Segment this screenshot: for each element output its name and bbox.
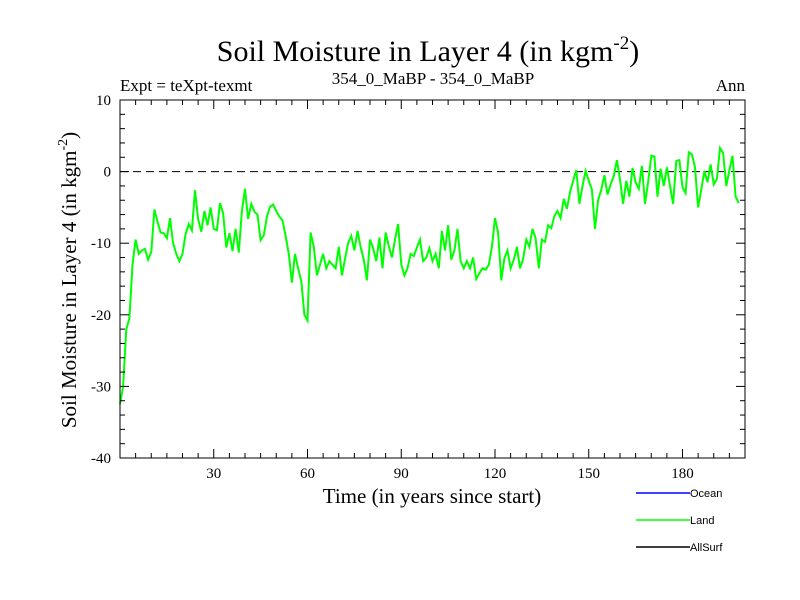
title-superscript: -2 [613, 33, 629, 54]
y-tick-label: 10 [96, 93, 111, 109]
legend-item-allsurf: AllSurf [636, 542, 723, 554]
expt-note: Expt = teXpt-texmt [120, 76, 253, 95]
x-tick-label: 120 [484, 466, 507, 482]
x-tick-label: 180 [671, 466, 694, 482]
legend-label-land: Land [690, 515, 714, 527]
x-tick-label: 60 [300, 466, 315, 482]
comparison-note: 354_0_MaBP - 354_0_MaBP [332, 69, 534, 88]
y-tick-label: -30 [91, 379, 111, 395]
y-tick-label: 0 [104, 165, 112, 181]
x-tick-label: 30 [206, 466, 221, 482]
y-tick-label: -10 [91, 236, 111, 252]
x-tick-label: 90 [394, 466, 409, 482]
legend-label-ocean: Ocean [690, 488, 722, 500]
x-axis-title: Time (in years since start) [323, 484, 542, 508]
chart-title: Soil Moisture in Layer 4 (in kgm-2) [217, 33, 639, 68]
title-end: ) [629, 35, 639, 68]
title-main: Soil Moisture in Layer 4 (in kgm [217, 35, 614, 68]
period-note: Ann [716, 76, 746, 95]
legend-item-ocean: Ocean [636, 488, 722, 500]
y-title-superscript: -2 [56, 139, 71, 151]
legend: Ocean Land AllSurf [636, 488, 723, 554]
y-tick-label: -40 [91, 451, 111, 467]
legend-item-land: Land [636, 515, 714, 527]
y-title-main: Soil Moisture in Layer 4 (in kgm [57, 151, 81, 429]
y-title-end: ) [57, 132, 81, 139]
axis-ticks: 30 60 90 120 150 180 -40 -30 -20 -10 0 10 [91, 93, 745, 482]
land-series-line [119, 144, 740, 405]
y-axis-title: Soil Moisture in Layer 4 (in kgm-2) [56, 132, 81, 428]
y-tick-label: -20 [91, 308, 111, 324]
x-tick-label: 150 [578, 466, 601, 482]
legend-label-allsurf: AllSurf [690, 542, 723, 554]
plot-frame [119, 99, 746, 459]
